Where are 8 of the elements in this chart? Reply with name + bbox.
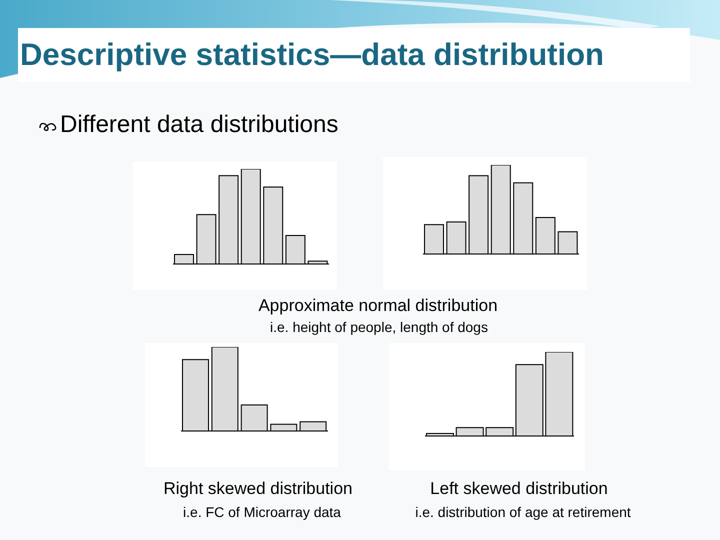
text: Right skewed distribution xyxy=(164,479,352,499)
text: i.e. height of people, length of dogs xyxy=(270,319,488,335)
chart-subtitle: Different data distributions xyxy=(60,111,338,139)
text: Left skewed distribution xyxy=(430,479,608,499)
text: i.e. distribution of age at retirement xyxy=(415,504,631,520)
text: Approximate normal distribution xyxy=(258,296,498,316)
text: i.e. FC of Microarray data xyxy=(183,504,341,520)
chart-title: Descriptive statistics—data distribution xyxy=(20,37,604,73)
